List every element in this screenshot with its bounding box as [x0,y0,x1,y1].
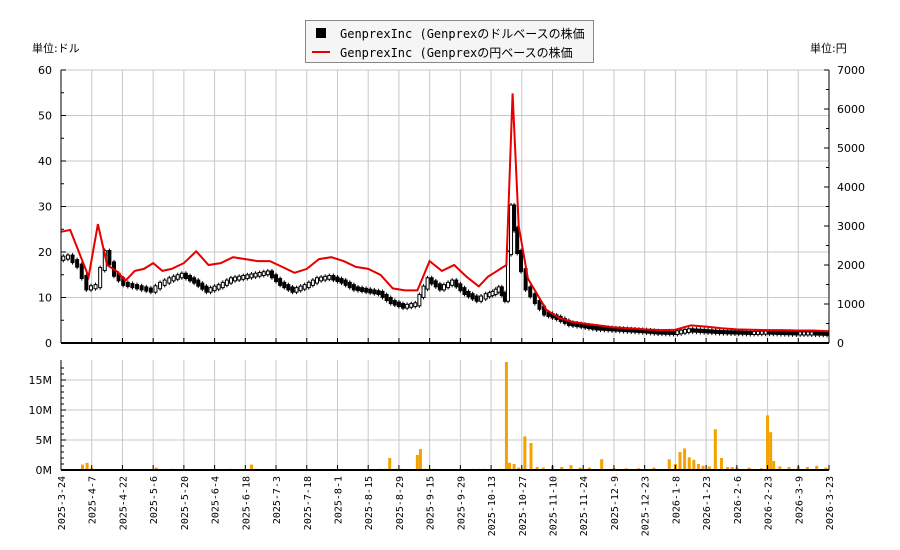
svg-text:2025-9-15: 2025-9-15 [426,476,437,530]
jpy-price-line [60,93,830,333]
svg-text:40: 40 [38,155,52,168]
chart-legend: GenprexInc (Genprexのドルベースの株価 GenprexInc … [305,20,594,63]
svg-text:60: 60 [38,64,52,77]
svg-text:7000: 7000 [837,64,865,77]
svg-text:5000: 5000 [837,142,865,155]
svg-text:2025-11-24: 2025-11-24 [579,476,590,536]
svg-text:2025-8-29: 2025-8-29 [395,476,406,530]
volume-grid [60,360,830,471]
svg-text:2026-1-23: 2026-1-23 [702,476,713,530]
svg-text:0M: 0M [36,464,53,477]
legend-item-usd: GenprexInc (Genprexのドルベースの株価 [312,24,585,42]
svg-text:2025-12-9: 2025-12-9 [610,476,621,530]
svg-text:2025-6-4: 2025-6-4 [211,476,222,524]
svg-text:1000: 1000 [837,298,865,311]
svg-text:20: 20 [38,246,52,259]
svg-text:2026-2-6: 2026-2-6 [733,476,744,524]
svg-text:2026-2-23: 2026-2-23 [764,476,775,530]
svg-text:50: 50 [38,110,52,123]
svg-text:10M: 10M [29,404,53,417]
svg-text:0: 0 [837,337,844,350]
chart-axes [60,69,830,471]
svg-text:6000: 6000 [837,103,865,116]
svg-text:10: 10 [38,292,52,305]
svg-text:2025-5-6: 2025-5-6 [149,476,160,524]
svg-text:2026-3-9: 2026-3-9 [794,476,805,524]
svg-text:2025-10-13: 2025-10-13 [487,476,498,536]
svg-text:2025-4-7: 2025-4-7 [88,476,99,524]
svg-text:2025-9-29: 2025-9-29 [456,476,467,530]
red-line-icon [312,51,330,53]
svg-text:2025-12-23: 2025-12-23 [641,476,652,536]
legend-item-jpy: GenprexInc (Genprexの円ベースの株価 [312,43,573,61]
svg-text:2025-11-10: 2025-11-10 [549,476,560,536]
black-square-icon [316,28,326,38]
price-grid [60,69,830,344]
svg-text:2025-8-15: 2025-8-15 [364,476,375,530]
legend-label-jpy: GenprexInc (Genprexの円ベースの株価 [340,45,573,60]
svg-text:2000: 2000 [837,259,865,272]
svg-text:5M: 5M [36,434,53,447]
svg-text:4000: 4000 [837,181,865,194]
svg-text:2025-5-20: 2025-5-20 [180,476,191,530]
svg-text:15M: 15M [29,374,53,387]
right-axis-unit: 単位:円 [810,42,847,55]
svg-text:0: 0 [45,337,52,350]
svg-text:2026-1-8: 2026-1-8 [671,476,682,524]
svg-text:2025-6-18: 2025-6-18 [241,476,252,530]
svg-text:3000: 3000 [837,220,865,233]
axis-tick-labels: 2025-3-24 2025-4-7 2025-4-22 2025-5-6 2025-5… [29,64,866,536]
svg-text:2026-3-23: 2026-3-23 [825,476,836,530]
legend-label-usd: GenprexInc (Genprexのドルベースの株価 [340,26,585,41]
svg-text:30: 30 [38,201,52,214]
left-axis-unit: 単位:ドル [32,42,80,55]
svg-text:2025-3-24: 2025-3-24 [57,476,68,530]
svg-text:2025-7-3: 2025-7-3 [272,476,283,524]
svg-text:2025-7-18: 2025-7-18 [303,476,314,530]
svg-text:2025-4-22: 2025-4-22 [118,476,129,530]
svg-text:2025-8-1: 2025-8-1 [333,476,344,524]
svg-text:2025-10-27: 2025-10-27 [518,476,529,536]
volume-bars [81,362,828,470]
